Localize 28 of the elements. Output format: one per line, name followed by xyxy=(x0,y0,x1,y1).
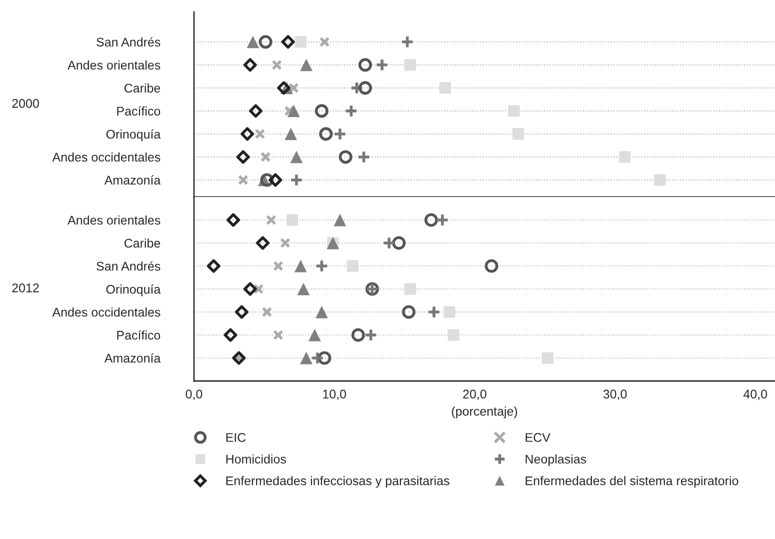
x-axis-title: (porcentaje) xyxy=(452,406,518,418)
y-tick-label: Andes orientales xyxy=(68,215,160,225)
y-tick-label: Orinoquía xyxy=(106,129,161,142)
legend-label: Enfermedades infecciosas y parasitarias xyxy=(226,476,450,488)
x-tick-label: 40,0 xyxy=(743,390,768,400)
y-tick-label: Amazonía xyxy=(104,175,161,185)
x-tick-label: 0,0 xyxy=(186,390,202,400)
legend-label: EIC xyxy=(226,433,246,442)
y-tick-label: Andes occidentales xyxy=(52,307,160,317)
y-tick-label: Andes occidentales xyxy=(52,152,160,162)
x-tick-label: 10,0 xyxy=(323,390,346,400)
y-tick-label: Andes orientales xyxy=(68,60,160,70)
y-tick-label: Pacífico xyxy=(117,330,160,340)
y-tick-label: Pacífico xyxy=(117,106,160,116)
y-axis-title: 2012 xyxy=(12,284,39,292)
x-tick-label: 20,0 xyxy=(463,390,486,400)
y-tick-label: San Andrés xyxy=(96,261,160,271)
legend-label: Neoplasias xyxy=(526,454,586,466)
legend-label: ECV xyxy=(526,433,550,442)
x-tick-label: 30,0 xyxy=(603,390,627,400)
y-axis-title: 2000 xyxy=(12,99,39,108)
y-tick-label: Orinoquía xyxy=(106,284,161,296)
y-tick-label: Caribe xyxy=(124,83,160,93)
y-tick-label: San Andrés xyxy=(96,37,160,47)
y-tick-label: Caribe xyxy=(124,238,160,248)
legend-label: Homicidios xyxy=(226,454,286,464)
y-tick-label: Amazonía xyxy=(104,353,161,363)
legend-label: Enfermedades del sistema respiratorio xyxy=(526,476,738,488)
